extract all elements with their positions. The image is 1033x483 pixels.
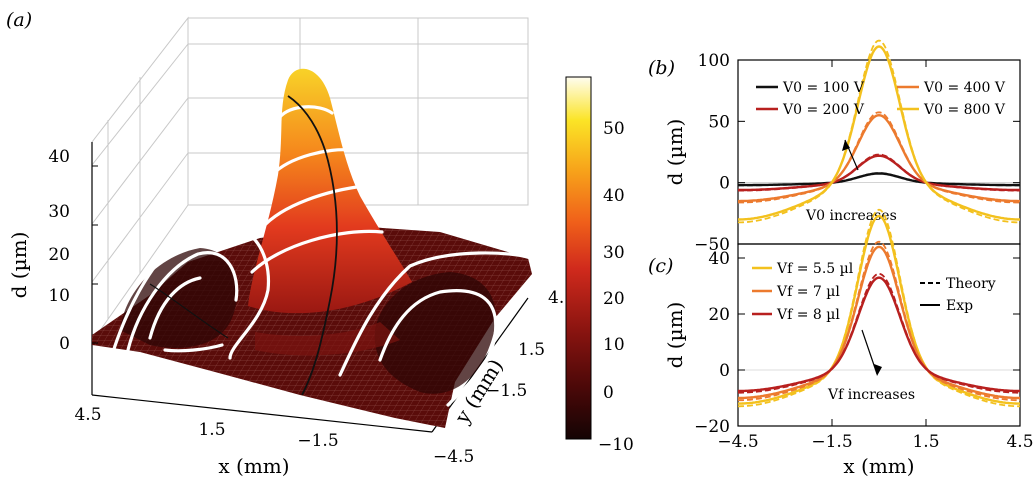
legend-b-3: V0 = 800 V	[923, 102, 1006, 118]
colorbar-bar	[565, 76, 592, 440]
surface-plot	[92, 68, 532, 428]
panel-c-axes	[737, 243, 1021, 427]
x-axis-ticks: 4.5 1.5 −1.5	[74, 405, 338, 451]
legend-b-1: V0 = 200 V	[782, 102, 865, 118]
b-ytick-2: 0	[719, 174, 730, 194]
colorbar-ticks: 50 40 30 20 10 0 −10	[598, 119, 634, 455]
surface-dip-left	[120, 248, 238, 348]
panel-c-xlabel: x (mm)	[843, 454, 914, 478]
panel-b-series	[738, 39, 1020, 224]
c-ytick-2: 0	[719, 361, 730, 381]
center-profile-line	[287, 95, 338, 396]
axes-box	[91, 16, 529, 343]
c-ytick-0: 40	[708, 249, 730, 269]
surface-near-rim	[255, 322, 400, 356]
cb-tick-4: 10	[603, 335, 625, 355]
c-series-0	[738, 214, 1020, 405]
z-tick-4: 40	[48, 147, 70, 167]
cb-tick-3: 20	[603, 289, 625, 309]
cb-tick-0: 50	[603, 119, 625, 139]
z-axis-label: d (µm)	[7, 232, 31, 299]
panel-b-label: (b)	[648, 57, 675, 79]
y-tick-2: −1.5	[486, 381, 527, 401]
panel-c-annotation-text: Vf increases	[827, 387, 915, 403]
x-tick-0: 4.5	[74, 405, 101, 425]
b-series-2	[738, 113, 1020, 203]
z-tick-2: 20	[48, 245, 70, 265]
b-ytick-0: 100	[698, 51, 730, 71]
legend-b-2: V0 = 400 V	[923, 80, 1006, 96]
back-wall-right	[188, 17, 529, 206]
c-ytick-1: 20	[708, 305, 730, 325]
z-tick-3: 30	[48, 202, 70, 222]
panel-b: (b) 100 50 0 −50 d (µm) V0 = 100 V V0 = 200…	[648, 39, 1021, 255]
c-series-1	[738, 245, 1020, 400]
b-ytick-1: 50	[708, 112, 730, 132]
legend-c-0: Vf = 5.5 µl	[776, 261, 854, 277]
surface-dip-right	[374, 272, 496, 394]
cb-tick-6: −10	[598, 435, 634, 455]
b-series-3	[738, 45, 1020, 221]
z-tick-0: 0	[59, 334, 70, 354]
panel-c-series	[738, 208, 1020, 408]
c-xtick-3: 4.5	[1006, 432, 1033, 452]
y-tick-1: 1.5	[518, 340, 545, 360]
panel-b-annotation-text: V0 increases	[805, 208, 897, 224]
cb-tick-5: 0	[603, 383, 614, 403]
panel-c-ylabel: d (µm)	[663, 302, 687, 369]
c-series-2-theory	[738, 272, 1020, 394]
y-tick-3: −4.5	[433, 447, 474, 467]
legend-b-0: V0 = 100 V	[782, 80, 865, 96]
x-axis-label: x (mm)	[218, 454, 289, 478]
c-xtick-1: −1.5	[811, 432, 852, 452]
x-tick-2: −1.5	[297, 431, 338, 451]
cb-tick-1: 40	[603, 186, 625, 206]
b-series-1	[738, 154, 1020, 192]
contour-lines	[108, 105, 532, 407]
b-series-0	[738, 172, 1020, 187]
c-xtick-2: 1.5	[912, 432, 939, 452]
panel-b-yticks: 100 50 0 −50	[694, 51, 1020, 255]
panel-a: (a)	[6, 9, 634, 478]
b-series-3-theory	[738, 39, 1020, 224]
legend-c-1: Vf = 7 µl	[776, 284, 840, 300]
c-series-1-theory	[738, 240, 1020, 402]
panel-b-legend: V0 = 100 V V0 = 200 V V0 = 400 V V0 = 80…	[756, 80, 1006, 118]
panel-c: (c) 40 20 0 −20 −4.5 −1.5 1.5 4.5 d (µm) x (mm…	[648, 60, 1033, 478]
panel-b-ylabel: d (µm)	[663, 119, 687, 186]
x-tick-1: 1.5	[198, 420, 225, 440]
panel-c-xticks: −4.5 −1.5 1.5 4.5	[717, 60, 1033, 452]
c-xtick-0: −4.5	[717, 432, 758, 452]
panel-c-label: (c)	[648, 255, 673, 277]
floor-profile-line	[149, 283, 229, 339]
legend-c-theory: Theory	[946, 276, 996, 292]
cb-tick-2: 30	[603, 243, 625, 263]
legend-c-exp: Exp	[946, 298, 973, 314]
z-tick-1: 10	[48, 286, 70, 306]
panel-a-label: (a)	[6, 9, 32, 31]
c-series-2	[738, 276, 1020, 393]
c-series-0-theory	[738, 208, 1020, 408]
b-ytick-3: −50	[694, 235, 730, 255]
z-axis-ticks: 0 10 20 30 40	[48, 147, 98, 354]
panel-c-yticks: 40 20 0 −20	[694, 249, 1020, 437]
colorbar: 50 40 30 20 10 0 −10	[565, 76, 634, 455]
c-ytick-3: −20	[694, 417, 730, 437]
legend-c-2: Vf = 8 µl	[776, 307, 840, 323]
panel-c-legend: Vf = 5.5 µl Vf = 7 µl Vf = 8 µl Theory E…	[752, 261, 996, 323]
panel-c-annotation: Vf increases	[827, 329, 915, 403]
